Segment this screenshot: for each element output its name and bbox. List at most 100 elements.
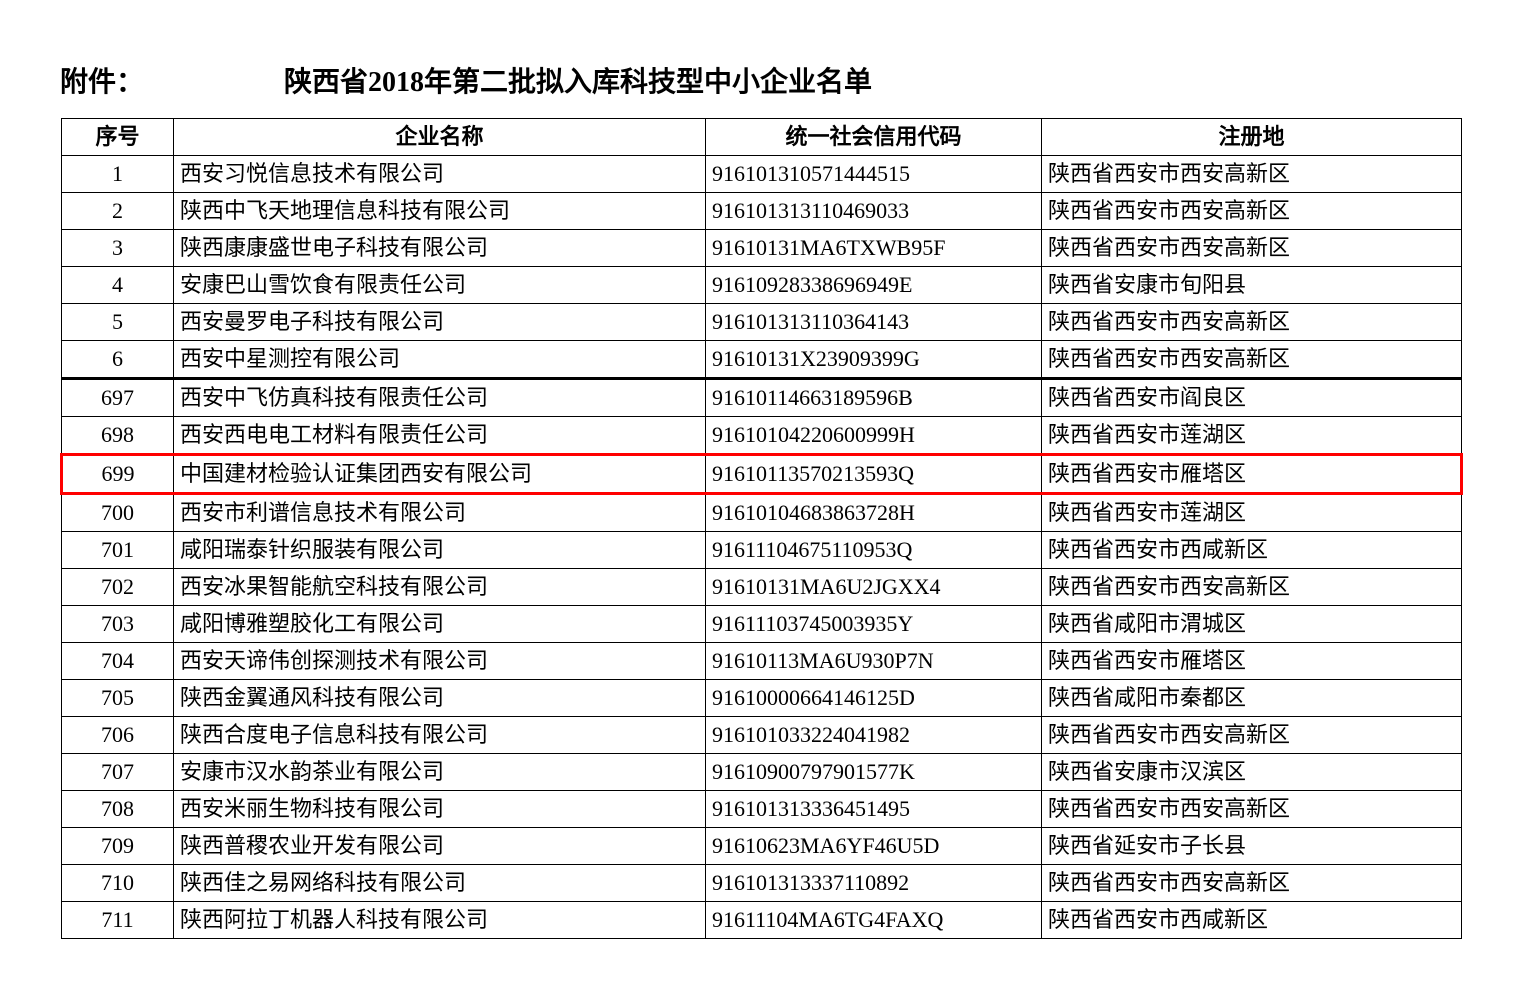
- cell-name: 西安习悦信息技术有限公司: [174, 156, 706, 193]
- table-row: 702西安冰果智能航空科技有限公司91610131MA6U2JGXX4陕西省西安…: [62, 569, 1462, 606]
- cell-seq: 707: [62, 754, 174, 791]
- table-row: 698西安西电电工材料有限责任公司91610104220600999H陕西省西安…: [62, 417, 1462, 455]
- cell-code: 91610104220600999H: [706, 417, 1042, 455]
- cell-name: 安康市汉水韵茶业有限公司: [174, 754, 706, 791]
- cell-seq: 701: [62, 532, 174, 569]
- cell-seq: 706: [62, 717, 174, 754]
- table-header-row: 序号 企业名称 统一社会信用代码 注册地: [62, 119, 1462, 156]
- cell-code: 91610113570213593Q: [706, 455, 1042, 494]
- cell-loc: 陕西省西安市西安高新区: [1042, 865, 1462, 902]
- cell-loc: 陕西省安康市汉滨区: [1042, 754, 1462, 791]
- cell-code: 91611103745003935Y: [706, 606, 1042, 643]
- document-header: 附件： 陕西省2018年第二批拟入库科技型中小企业名单: [60, 60, 1463, 100]
- cell-seq: 710: [62, 865, 174, 902]
- cell-code: 91610928338696949E: [706, 267, 1042, 304]
- cell-name: 陕西阿拉丁机器人科技有限公司: [174, 902, 706, 939]
- cell-code: 91610113MA6U930P7N: [706, 643, 1042, 680]
- cell-seq: 703: [62, 606, 174, 643]
- cell-name: 陕西康康盛世电子科技有限公司: [174, 230, 706, 267]
- cell-name: 西安天谛伟创探测技术有限公司: [174, 643, 706, 680]
- cell-name: 中国建材检验认证集团西安有限公司: [174, 455, 706, 494]
- table-row: 5西安曼罗电子科技有限公司916101313110364143陕西省西安市西安高…: [62, 304, 1462, 341]
- enterprise-table: 序号 企业名称 统一社会信用代码 注册地 1西安习悦信息技术有限公司916101…: [60, 118, 1463, 939]
- cell-loc: 陕西省西安市西安高新区: [1042, 304, 1462, 341]
- cell-name: 咸阳博雅塑胶化工有限公司: [174, 606, 706, 643]
- col-header-name: 企业名称: [174, 119, 706, 156]
- table-row: 697西安中飞仿真科技有限责任公司91610114663189596B陕西省西安…: [62, 379, 1462, 417]
- cell-name: 陕西普稷农业开发有限公司: [174, 828, 706, 865]
- cell-seq: 3: [62, 230, 174, 267]
- table-row: 708西安米丽生物科技有限公司916101313336451495陕西省西安市西…: [62, 791, 1462, 828]
- table-row: 703咸阳博雅塑胶化工有限公司91611103745003935Y陕西省咸阳市渭…: [62, 606, 1462, 643]
- cell-seq: 697: [62, 379, 174, 417]
- cell-loc: 陕西省西安市西安高新区: [1042, 341, 1462, 379]
- cell-code: 91610104683863728H: [706, 494, 1042, 532]
- cell-code: 91610131MA6TXWB95F: [706, 230, 1042, 267]
- cell-seq: 708: [62, 791, 174, 828]
- cell-name: 陕西佳之易网络科技有限公司: [174, 865, 706, 902]
- table-row: 710陕西佳之易网络科技有限公司916101313337110892陕西省西安市…: [62, 865, 1462, 902]
- cell-loc: 陕西省安康市旬阳县: [1042, 267, 1462, 304]
- cell-seq: 709: [62, 828, 174, 865]
- cell-name: 西安中飞仿真科技有限责任公司: [174, 379, 706, 417]
- cell-loc: 陕西省西安市莲湖区: [1042, 494, 1462, 532]
- cell-code: 91611104MA6TG4FAXQ: [706, 902, 1042, 939]
- cell-code: 916101313336451495: [706, 791, 1042, 828]
- table-row: 701咸阳瑞泰针织服装有限公司91611104675110953Q陕西省西安市西…: [62, 532, 1462, 569]
- cell-seq: 1: [62, 156, 174, 193]
- cell-name: 咸阳瑞泰针织服装有限公司: [174, 532, 706, 569]
- cell-loc: 陕西省咸阳市秦都区: [1042, 680, 1462, 717]
- cell-code: 91610131MA6U2JGXX4: [706, 569, 1042, 606]
- cell-name: 西安西电电工材料有限责任公司: [174, 417, 706, 455]
- cell-code: 916101313110469033: [706, 193, 1042, 230]
- cell-code: 91610000664146125D: [706, 680, 1042, 717]
- cell-name: 西安中星测控有限公司: [174, 341, 706, 379]
- cell-code: 91611104675110953Q: [706, 532, 1042, 569]
- table-row: 2陕西中飞天地理信息科技有限公司916101313110469033陕西省西安市…: [62, 193, 1462, 230]
- cell-name: 西安曼罗电子科技有限公司: [174, 304, 706, 341]
- cell-loc: 陕西省西安市西安高新区: [1042, 230, 1462, 267]
- cell-seq: 700: [62, 494, 174, 532]
- cell-loc: 陕西省西安市西咸新区: [1042, 532, 1462, 569]
- cell-seq: 711: [62, 902, 174, 939]
- cell-code: 91610623MA6YF46U5D: [706, 828, 1042, 865]
- cell-code: 916101310571444515: [706, 156, 1042, 193]
- table-row: 700西安市利谱信息技术有限公司91610104683863728H陕西省西安市…: [62, 494, 1462, 532]
- cell-seq: 698: [62, 417, 174, 455]
- cell-loc: 陕西省西安市雁塔区: [1042, 643, 1462, 680]
- cell-seq: 699: [62, 455, 174, 494]
- cell-seq: 705: [62, 680, 174, 717]
- cell-seq: 704: [62, 643, 174, 680]
- cell-code: 916101313337110892: [706, 865, 1042, 902]
- attachment-label: 附件：: [60, 60, 144, 100]
- cell-loc: 陕西省咸阳市渭城区: [1042, 606, 1462, 643]
- table-row: 711陕西阿拉丁机器人科技有限公司91611104MA6TG4FAXQ陕西省西安…: [62, 902, 1462, 939]
- cell-name: 西安米丽生物科技有限公司: [174, 791, 706, 828]
- table-row: 706陕西合度电子信息科技有限公司916101033224041982陕西省西安…: [62, 717, 1462, 754]
- document-title: 陕西省2018年第二批拟入库科技型中小企业名单: [284, 60, 872, 100]
- cell-loc: 陕西省西安市西安高新区: [1042, 193, 1462, 230]
- cell-name: 陕西合度电子信息科技有限公司: [174, 717, 706, 754]
- cell-code: 91610131X23909399G: [706, 341, 1042, 379]
- cell-loc: 陕西省西安市莲湖区: [1042, 417, 1462, 455]
- cell-seq: 2: [62, 193, 174, 230]
- cell-seq: 6: [62, 341, 174, 379]
- cell-name: 西安冰果智能航空科技有限公司: [174, 569, 706, 606]
- cell-loc: 陕西省西安市西安高新区: [1042, 569, 1462, 606]
- table-row: 3陕西康康盛世电子科技有限公司91610131MA6TXWB95F陕西省西安市西…: [62, 230, 1462, 267]
- cell-name: 安康巴山雪饮食有限责任公司: [174, 267, 706, 304]
- table-row: 707安康市汉水韵茶业有限公司91610900797901577K陕西省安康市汉…: [62, 754, 1462, 791]
- table-row: 699中国建材检验认证集团西安有限公司91610113570213593Q陕西省…: [62, 455, 1462, 494]
- table-row: 6西安中星测控有限公司91610131X23909399G陕西省西安市西安高新区: [62, 341, 1462, 379]
- cell-name: 西安市利谱信息技术有限公司: [174, 494, 706, 532]
- cell-name: 陕西中飞天地理信息科技有限公司: [174, 193, 706, 230]
- col-header-seq: 序号: [62, 119, 174, 156]
- cell-loc: 陕西省西安市雁塔区: [1042, 455, 1462, 494]
- cell-name: 陕西金翼通风科技有限公司: [174, 680, 706, 717]
- table-row: 1西安习悦信息技术有限公司916101310571444515陕西省西安市西安高…: [62, 156, 1462, 193]
- table-row: 705陕西金翼通风科技有限公司91610000664146125D陕西省咸阳市秦…: [62, 680, 1462, 717]
- cell-code: 91610114663189596B: [706, 379, 1042, 417]
- cell-seq: 5: [62, 304, 174, 341]
- cell-code: 916101033224041982: [706, 717, 1042, 754]
- table-row: 709陕西普稷农业开发有限公司91610623MA6YF46U5D陕西省延安市子…: [62, 828, 1462, 865]
